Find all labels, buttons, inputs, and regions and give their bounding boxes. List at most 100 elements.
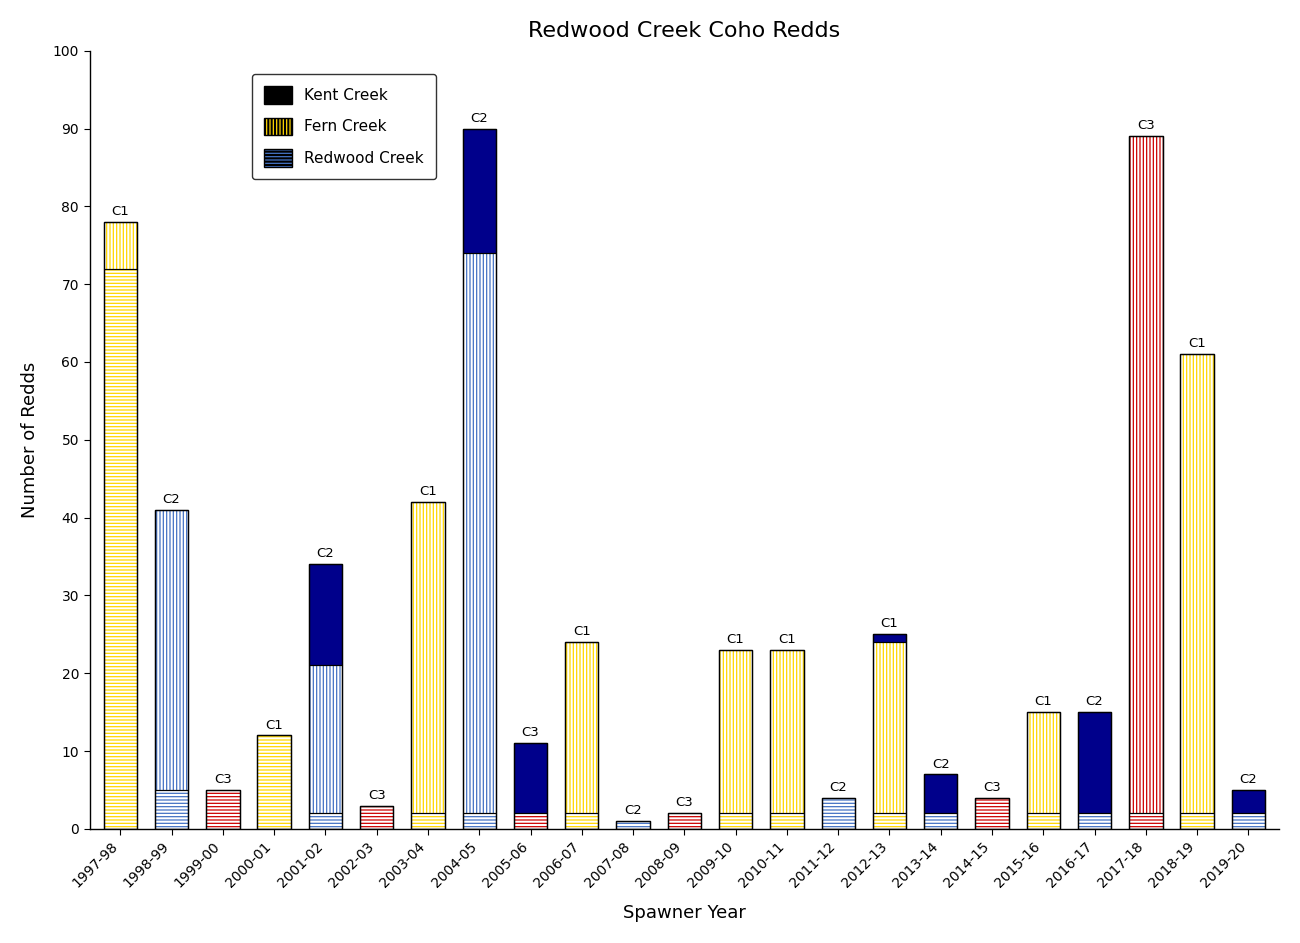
Text: C1: C1 xyxy=(727,633,745,646)
Text: C1: C1 xyxy=(419,485,437,498)
Bar xyxy=(616,821,650,829)
Bar xyxy=(308,564,342,829)
Bar xyxy=(155,790,188,829)
Text: C3: C3 xyxy=(521,726,540,739)
Bar xyxy=(514,813,547,829)
Text: C3: C3 xyxy=(368,788,386,802)
Bar xyxy=(257,736,291,829)
Bar xyxy=(207,790,239,829)
Text: C2: C2 xyxy=(1239,773,1257,786)
Text: C3: C3 xyxy=(983,781,1001,794)
Bar xyxy=(1027,813,1060,829)
Bar xyxy=(411,502,445,829)
Bar xyxy=(975,798,1009,829)
Bar xyxy=(975,798,1009,829)
Bar xyxy=(1231,790,1265,829)
Bar xyxy=(514,743,547,813)
Bar xyxy=(463,253,495,813)
Bar xyxy=(104,222,136,269)
Bar xyxy=(770,650,803,813)
Bar xyxy=(872,642,906,813)
Bar xyxy=(668,813,701,829)
Bar xyxy=(668,813,701,829)
Text: C2: C2 xyxy=(829,781,848,794)
Bar xyxy=(1027,813,1060,829)
Bar xyxy=(924,774,957,813)
Bar xyxy=(308,813,342,829)
Bar xyxy=(822,798,855,829)
Bar xyxy=(719,650,753,813)
Bar xyxy=(514,743,547,829)
Text: C1: C1 xyxy=(265,719,283,732)
Text: C1: C1 xyxy=(880,618,898,631)
Bar xyxy=(975,798,1009,829)
Text: C1: C1 xyxy=(573,625,590,638)
Bar xyxy=(1180,813,1214,829)
Bar xyxy=(822,798,855,829)
Bar xyxy=(463,128,495,829)
Bar xyxy=(566,813,598,829)
Bar xyxy=(1180,813,1214,829)
Bar xyxy=(411,502,445,813)
Bar xyxy=(1027,712,1060,813)
Bar xyxy=(1231,790,1265,813)
Bar xyxy=(872,642,906,813)
Bar xyxy=(104,269,136,829)
Bar xyxy=(770,650,803,829)
Bar xyxy=(1027,712,1060,813)
Bar xyxy=(616,821,650,829)
Bar xyxy=(872,813,906,829)
Bar xyxy=(719,650,753,813)
Bar xyxy=(411,502,445,813)
Bar xyxy=(257,736,291,829)
Title: Redwood Creek Coho Redds: Redwood Creek Coho Redds xyxy=(528,21,841,41)
Bar xyxy=(1180,355,1214,829)
Text: C3: C3 xyxy=(214,773,231,786)
Bar xyxy=(924,813,957,829)
Bar xyxy=(1078,712,1112,813)
Bar xyxy=(1130,137,1162,829)
Bar xyxy=(1078,712,1112,829)
Bar xyxy=(719,650,753,829)
Text: C1: C1 xyxy=(777,633,796,646)
Bar xyxy=(1027,712,1060,829)
Bar xyxy=(463,253,495,813)
Bar xyxy=(155,510,188,790)
Bar xyxy=(155,790,188,829)
Bar xyxy=(308,564,342,666)
Bar xyxy=(668,813,701,829)
Text: C1: C1 xyxy=(112,205,129,218)
Bar xyxy=(1231,813,1265,829)
Bar xyxy=(463,813,495,829)
Bar xyxy=(1130,813,1162,829)
Bar xyxy=(1130,813,1162,829)
Bar xyxy=(308,666,342,813)
Bar xyxy=(1180,355,1214,813)
Text: C2: C2 xyxy=(624,804,642,818)
Bar xyxy=(360,805,394,829)
Bar xyxy=(566,642,598,813)
Bar xyxy=(155,510,188,790)
Bar xyxy=(770,813,803,829)
Bar xyxy=(872,635,906,829)
Bar xyxy=(1231,813,1265,829)
Text: C1: C1 xyxy=(1035,695,1052,708)
Bar xyxy=(566,642,598,813)
Bar xyxy=(1078,813,1112,829)
Bar xyxy=(104,222,136,829)
Y-axis label: Number of Redds: Number of Redds xyxy=(21,362,39,518)
Bar xyxy=(104,222,136,269)
Text: C2: C2 xyxy=(162,493,181,506)
X-axis label: Spawner Year: Spawner Year xyxy=(623,904,746,922)
Bar xyxy=(360,805,394,829)
Bar xyxy=(308,813,342,829)
Bar xyxy=(1078,813,1112,829)
Bar xyxy=(770,650,803,813)
Bar xyxy=(411,813,445,829)
Bar xyxy=(514,813,547,829)
Bar xyxy=(719,813,753,829)
Bar xyxy=(257,736,291,829)
Bar xyxy=(308,666,342,813)
Bar xyxy=(411,813,445,829)
Bar xyxy=(463,813,495,829)
